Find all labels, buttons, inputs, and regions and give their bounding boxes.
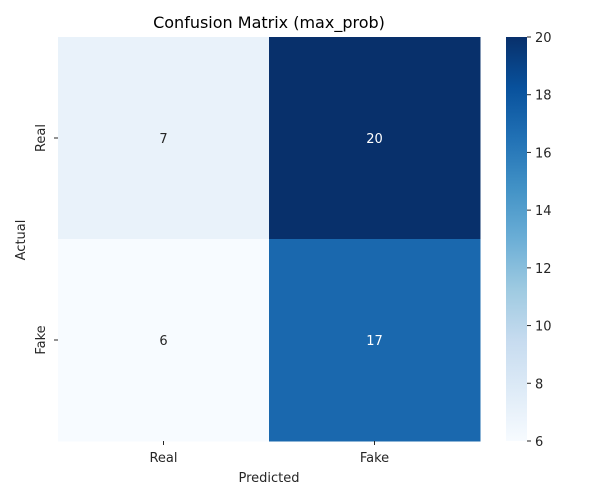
y-tick-label: Fake — [34, 325, 49, 354]
heatmap-cell — [58, 239, 270, 442]
colorbar-tick-label: 12 — [535, 262, 552, 277]
colorbar — [506, 37, 527, 441]
heatmap-cell — [269, 239, 481, 442]
cell-value-label: 20 — [366, 132, 383, 147]
colorbar-tick-label: 20 — [535, 31, 552, 46]
cell-value-label: 17 — [366, 334, 383, 349]
chart-title: Confusion Matrix (max_prob) — [153, 13, 385, 33]
colorbar-tick-label: 16 — [535, 146, 552, 161]
y-axis-ticks: Real Fake — [34, 124, 58, 355]
colorbar-tick-label: 18 — [535, 89, 552, 104]
colorbar-tick-label: 6 — [535, 435, 543, 450]
y-axis-label: Actual — [14, 220, 29, 261]
colorbar-tick-label: 8 — [535, 377, 543, 392]
x-tick-label: Fake — [360, 451, 389, 466]
x-axis-ticks: Real Fake — [149, 441, 389, 466]
y-tick-label: Real — [34, 124, 49, 152]
heatmap-cell — [269, 37, 481, 240]
colorbar-ticks: 6 8 10 12 14 16 18 20 — [527, 31, 552, 450]
heatmap-cells — [58, 37, 481, 442]
x-tick-label: Real — [149, 451, 177, 466]
colorbar-tick-label: 14 — [535, 204, 552, 219]
x-axis-label: Predicted — [238, 471, 299, 486]
heatmap-cell — [58, 37, 270, 240]
cell-value-label: 6 — [159, 334, 167, 349]
cell-value-label: 7 — [159, 132, 167, 147]
colorbar-tick-label: 10 — [535, 320, 552, 335]
cell-annotations: 7 20 6 17 — [159, 132, 382, 349]
